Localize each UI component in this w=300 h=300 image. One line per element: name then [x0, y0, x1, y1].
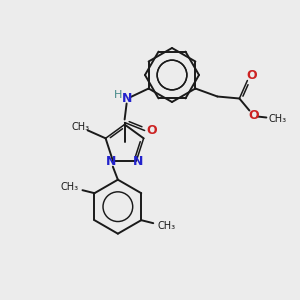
Text: O: O [248, 109, 259, 122]
Text: CH₃: CH₃ [157, 221, 175, 231]
Text: N: N [122, 92, 132, 105]
Text: O: O [146, 124, 157, 137]
Text: N: N [106, 155, 116, 168]
Text: CH₃: CH₃ [268, 113, 286, 124]
Text: CH₃: CH₃ [60, 182, 79, 192]
Text: O: O [246, 69, 257, 82]
Text: CH₃: CH₃ [71, 122, 90, 132]
Text: H: H [113, 89, 122, 100]
Text: N: N [133, 155, 144, 168]
